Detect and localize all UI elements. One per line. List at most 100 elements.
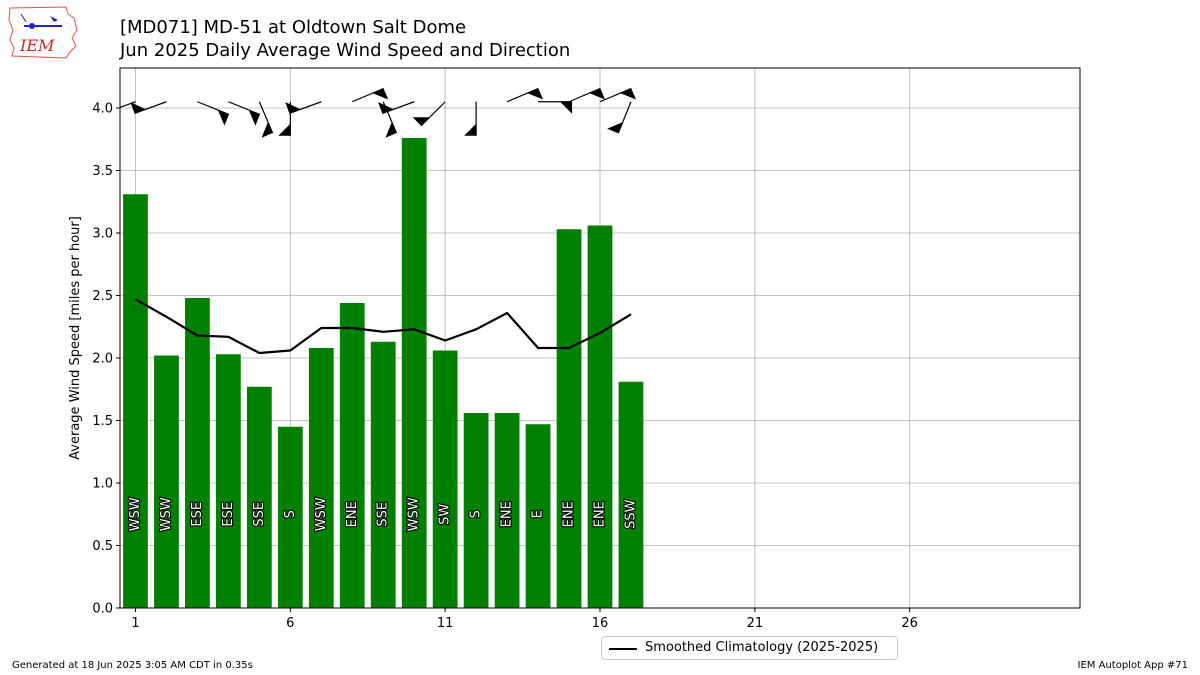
direction-labels: WSW WSW ESE ESE SSE S WSW ENE SSE WSW SW S ENE E ENE EN…: [127, 496, 640, 532]
bar: [556, 229, 582, 608]
bar: [525, 424, 551, 608]
bar: [339, 303, 365, 608]
wind-barb: [538, 101, 573, 114]
bar: [277, 426, 303, 608]
direction-label: S: [283, 510, 298, 518]
bar: [154, 355, 179, 608]
barb-pennant: [464, 123, 477, 136]
chart-subtitle: Jun 2025 Daily Average Wind Speed and Di…: [120, 40, 571, 61]
x-tick-label: 1: [131, 616, 139, 631]
y-tick-label: 3.5: [92, 164, 113, 179]
barb-pennant: [278, 123, 291, 136]
direction-label: ESE: [190, 502, 205, 527]
barb-pennant: [589, 88, 606, 100]
direction-label: SSE: [252, 502, 267, 527]
wind-barb: [506, 87, 544, 103]
wind-barb: [378, 101, 415, 114]
climatology-polyline: [134, 298, 632, 355]
y-axis-ticks: 0.0 0.5 1.0 1.5 2.0 2.5 3.0 3.5 4.0: [92, 102, 120, 617]
x-tick-label: 16: [592, 616, 609, 631]
barb-shaft: [568, 87, 601, 103]
wind-barbs: [120, 87, 636, 138]
y-tick-label: 4.0: [92, 102, 113, 117]
y-tick-label: 1.5: [92, 414, 113, 429]
wind-barb: [285, 101, 322, 114]
y-tick-label: 2.5: [92, 289, 113, 304]
barb-pennant: [560, 101, 573, 114]
wind-barb: [130, 101, 167, 114]
bar: [308, 348, 334, 608]
direction-label: WSW: [407, 497, 422, 531]
wind-barb: [464, 101, 477, 136]
bar: [216, 354, 241, 608]
y-axis-label: Average Wind Speed [miles per hour]: [68, 216, 83, 460]
bar: [370, 341, 396, 608]
svg-text:IEM: IEM: [19, 36, 55, 55]
barb-shaft: [506, 87, 539, 103]
legend-label: Smoothed Climatology (2025-2025): [645, 640, 879, 655]
direction-label: ENE: [562, 501, 577, 527]
x-tick-label: 6: [286, 616, 294, 631]
barb-pennant: [130, 102, 146, 114]
wind-barb: [599, 87, 636, 103]
y-tick-label: 2.0: [92, 352, 113, 367]
x-tick-label: 21: [747, 616, 764, 631]
direction-label: S: [469, 510, 484, 518]
direction-label: ENE: [345, 501, 360, 527]
x-tick-label: 11: [437, 616, 454, 631]
barb-shaft: [258, 101, 274, 134]
barb-shaft: [197, 101, 230, 116]
x-tick-label: 26: [901, 616, 918, 631]
direction-label: ESE: [221, 502, 236, 527]
direction-label: WSW: [314, 497, 329, 531]
direction-label: E: [531, 510, 546, 518]
direction-label: SSW: [623, 499, 638, 529]
barb-pennant: [248, 109, 260, 126]
bars: [123, 138, 644, 608]
wind-barb: [607, 101, 632, 134]
barb-pennant: [412, 117, 430, 126]
direction-label: SSE: [376, 502, 391, 527]
barb-pennant: [620, 88, 636, 100]
legend-line-swatch: [609, 648, 637, 650]
app-credit: IEM Autoplot App #71: [1077, 660, 1188, 671]
y-tick-label: 0.0: [92, 602, 113, 617]
barb-pennant: [607, 122, 623, 134]
barb-shaft: [228, 101, 261, 116]
barb-pennant: [285, 102, 301, 114]
barb-pennant: [217, 109, 229, 126]
bar: [432, 350, 458, 608]
climatology-line: [134, 298, 632, 355]
bar: [463, 413, 489, 608]
direction-label: WSW: [159, 497, 174, 531]
x-axis-ticks: 1 6 11 16 21 26: [131, 608, 918, 631]
legend: Smoothed Climatology (2025-2025): [601, 636, 898, 660]
bar: [246, 386, 272, 608]
wind-barb: [120, 101, 136, 109]
direction-label: ENE: [500, 501, 515, 527]
barb-pennant: [385, 122, 397, 138]
y-tick-label: 1.0: [92, 477, 113, 492]
barb-pennant: [372, 88, 389, 100]
generated-timestamp: Generated at 18 Jun 2025 3:05 AM CDT in …: [12, 660, 253, 671]
barb-pennant: [378, 102, 394, 114]
chart-title: [MD071] MD-51 at Oldtown Salt Dome: [120, 17, 467, 38]
bar: [587, 225, 613, 608]
wind-barb: [412, 101, 446, 127]
direction-label: SW: [438, 504, 453, 525]
y-tick-label: 3.0: [92, 227, 113, 242]
bar: [123, 194, 148, 608]
barb-shaft: [120, 101, 136, 109]
bar: [185, 298, 210, 608]
bar: [618, 381, 644, 608]
direction-label: WSW: [128, 497, 143, 531]
iem-logo: IEM: [6, 4, 80, 64]
wind-barb: [228, 101, 261, 126]
direction-label: ENE: [593, 501, 608, 527]
wind-barb: [568, 87, 606, 103]
bar: [494, 413, 520, 608]
bar: [401, 138, 427, 608]
barb-pennant: [527, 88, 544, 100]
wind-barb: [258, 101, 274, 138]
